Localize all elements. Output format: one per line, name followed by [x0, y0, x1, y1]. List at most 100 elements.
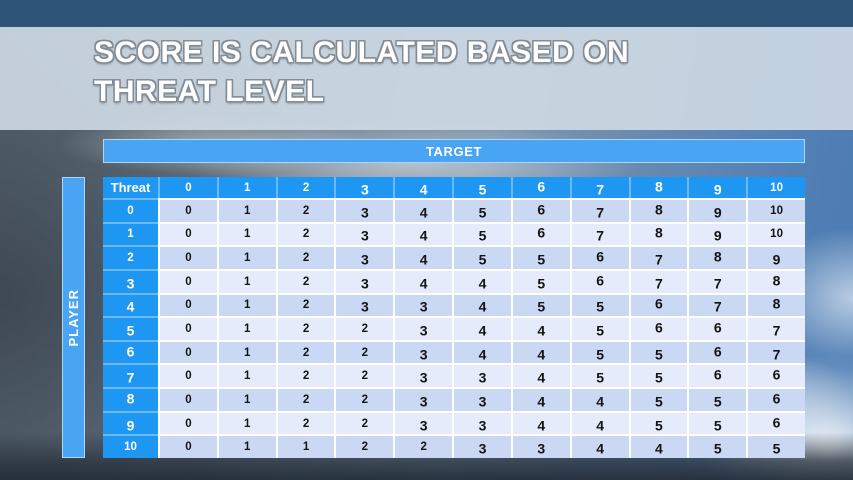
score-cell: 4	[393, 268, 453, 293]
score-cell: 5	[452, 245, 511, 269]
score-cell: 4	[452, 292, 511, 317]
score-cell: 5	[746, 434, 805, 458]
score-cell: 1	[216, 434, 276, 458]
score-cell: 5	[569, 316, 629, 340]
score-cell: 5	[569, 363, 629, 388]
score-cell: 0	[158, 268, 217, 293]
score-cell: 1	[216, 292, 276, 317]
row-header-cell: 9	[103, 410, 158, 435]
score-cell: 4	[452, 316, 511, 340]
col-header-cell: 0	[158, 177, 217, 198]
score-cell: 2	[334, 387, 394, 411]
score-cell: 3	[452, 434, 511, 458]
col-header-cell: 2	[275, 177, 335, 198]
row-header-cell: 5	[103, 316, 158, 340]
score-cell: 6	[687, 339, 747, 364]
score-cell: 3	[334, 268, 394, 293]
score-cell: 0	[158, 339, 217, 364]
score-cell: 7	[628, 245, 688, 269]
row-header-cell: 2	[103, 245, 158, 269]
score-cell: 3	[334, 292, 394, 317]
score-cell: 0	[158, 316, 217, 340]
score-cell: 6	[510, 221, 570, 246]
score-cell: 5	[510, 245, 570, 269]
score-cell: 9	[687, 221, 747, 246]
score-cell: 2	[334, 434, 394, 458]
page-title-line2: THREAT LEVEL	[94, 75, 325, 108]
score-cell: 1	[216, 339, 276, 364]
score-cell: 0	[158, 434, 217, 458]
col-header-cell: 4	[393, 177, 453, 198]
score-cell: 2	[275, 363, 335, 388]
score-cell: 3	[452, 410, 511, 435]
score-cell: 5	[628, 339, 688, 364]
score-cell: 2	[334, 316, 394, 340]
score-cell: 8	[687, 245, 747, 269]
row-header-cell: 8	[103, 387, 158, 411]
score-cell: 1	[216, 363, 276, 388]
score-cell: 0	[158, 221, 217, 246]
score-cell: 4	[569, 410, 629, 435]
score-cell: 1	[216, 410, 276, 435]
row-header-cell: 6	[103, 339, 158, 364]
col-header-cell: 10	[746, 177, 805, 198]
score-cell: 6	[687, 363, 747, 388]
score-cell: 6	[746, 387, 805, 411]
score-cell: 6	[628, 292, 688, 317]
player-axis-band: PLAYER	[62, 177, 85, 458]
score-cell: 8	[628, 198, 688, 222]
top-strip	[0, 0, 853, 27]
score-cell: 3	[452, 387, 511, 411]
col-header-cell: 8	[628, 177, 688, 198]
score-cell: 4	[452, 339, 511, 364]
score-cell: 7	[569, 221, 629, 246]
row-header-cell: 3	[103, 268, 158, 293]
row-header-cell: 1	[103, 221, 158, 246]
corner-cell-threat: Threat	[103, 177, 158, 198]
score-cell: 4	[510, 410, 570, 435]
score-cell: 3	[334, 245, 394, 269]
score-cell: 1	[216, 221, 276, 246]
score-cell: 7	[746, 339, 805, 364]
score-cell: 2	[275, 245, 335, 269]
score-cell: 6	[746, 363, 805, 388]
score-cell: 2	[275, 339, 335, 364]
score-cell: 5	[452, 198, 511, 222]
score-cell: 0	[158, 292, 217, 317]
row-header-cell: 7	[103, 363, 158, 388]
score-cell: 2	[275, 221, 335, 246]
score-cell: 10	[746, 221, 805, 246]
score-cell: 5	[687, 434, 747, 458]
score-cell: 7	[687, 292, 747, 317]
score-cell: 2	[275, 316, 335, 340]
score-cell: 0	[158, 245, 217, 269]
score-cell: 2	[334, 410, 394, 435]
score-cell: 2	[393, 434, 453, 458]
row-header-cell: 0	[103, 198, 158, 222]
score-cell: 1	[216, 245, 276, 269]
col-header-cell: 1	[216, 177, 276, 198]
player-axis-label: PLAYER	[66, 288, 81, 347]
score-cell: 6	[569, 245, 629, 269]
score-cell: 2	[275, 292, 335, 317]
score-cell: 7	[569, 198, 629, 222]
page-title-line1: SCORE IS CALCULATED BASED ON	[94, 36, 630, 69]
col-header-cell: 6	[510, 177, 570, 198]
score-cell: 4	[510, 363, 570, 388]
score-cell: 7	[628, 268, 688, 293]
score-cell: 5	[569, 339, 629, 364]
score-cell: 9	[746, 245, 805, 269]
score-cell: 5	[628, 363, 688, 388]
score-cell: 4	[510, 316, 570, 340]
score-cell: 4	[569, 387, 629, 411]
score-cell: 3	[393, 387, 453, 411]
score-cell: 1	[216, 198, 276, 222]
score-cell: 0	[158, 198, 217, 222]
score-cell: 3	[393, 316, 453, 340]
score-cell: 2	[275, 268, 335, 293]
page-title: SCORE IS CALCULATED BASED ON THREAT LEVE…	[94, 33, 734, 111]
score-cell: 0	[158, 387, 217, 411]
score-cell: 3	[452, 363, 511, 388]
score-cell: 6	[569, 268, 629, 293]
score-cell: 2	[334, 363, 394, 388]
